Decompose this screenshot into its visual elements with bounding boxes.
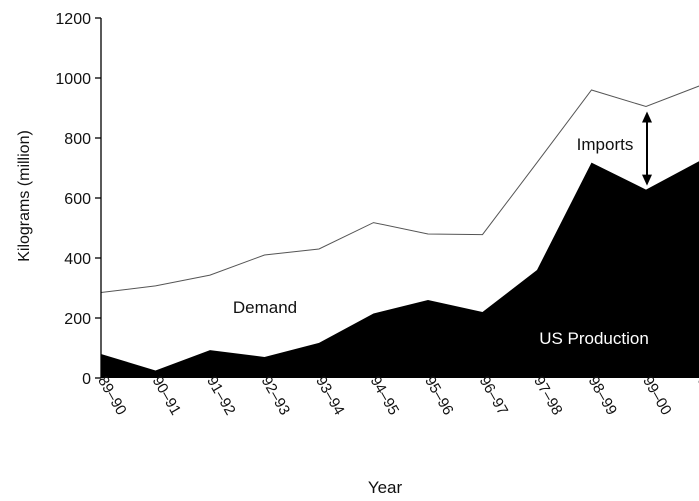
imports-arrow	[642, 111, 652, 186]
x-tick-label: 89–90	[94, 373, 130, 418]
y-tick-label: 200	[64, 311, 91, 328]
x-tick-label: 98–99	[585, 373, 621, 418]
imports-arrow-head-down	[642, 174, 652, 186]
x-tick-label: 99–00	[639, 373, 675, 418]
y-tick-label: 1200	[55, 11, 91, 28]
y-tick-label: 600	[64, 191, 91, 208]
x-axis-label: Year	[368, 478, 403, 497]
x-tick-label: 95–96	[421, 373, 457, 418]
us-production-area	[101, 161, 699, 378]
x-tick-label: 93–94	[312, 373, 348, 418]
imports-annotation: Imports	[577, 135, 634, 154]
y-tick-label: 400	[64, 251, 91, 268]
x-axis-ticks: 89–90 90–91 91–92 92–93 93–94 94–95 95–96 96–97…	[94, 373, 699, 418]
plot-area: 0 200 400 600 800 1000 1200 89–90 90–91 91–92 92–…	[16, 11, 699, 497]
x-tick-label: 97–98	[530, 373, 566, 418]
imports-arrow-head-up	[642, 111, 652, 123]
y-axis-label: Kilograms (million)	[16, 130, 33, 262]
us-production-series-label: US Production	[539, 329, 649, 348]
demand-line	[100, 85, 699, 293]
x-tick-label: 91–92	[203, 373, 239, 418]
x-tick-label: 96–97	[476, 373, 512, 418]
y-tick-label: 1000	[55, 71, 91, 88]
x-tick-label: 90–91	[149, 373, 185, 418]
y-axis-ticks: 0 200 400 600 800 1000 1200	[55, 11, 101, 388]
x-tick-label: 00–01	[694, 373, 699, 418]
demand-series-label: Demand	[233, 298, 297, 317]
y-tick-label: 800	[64, 131, 91, 148]
y-tick-label: 0	[82, 371, 91, 388]
x-tick-label: 94–95	[367, 373, 403, 418]
x-tick-label: 92–93	[258, 373, 294, 418]
